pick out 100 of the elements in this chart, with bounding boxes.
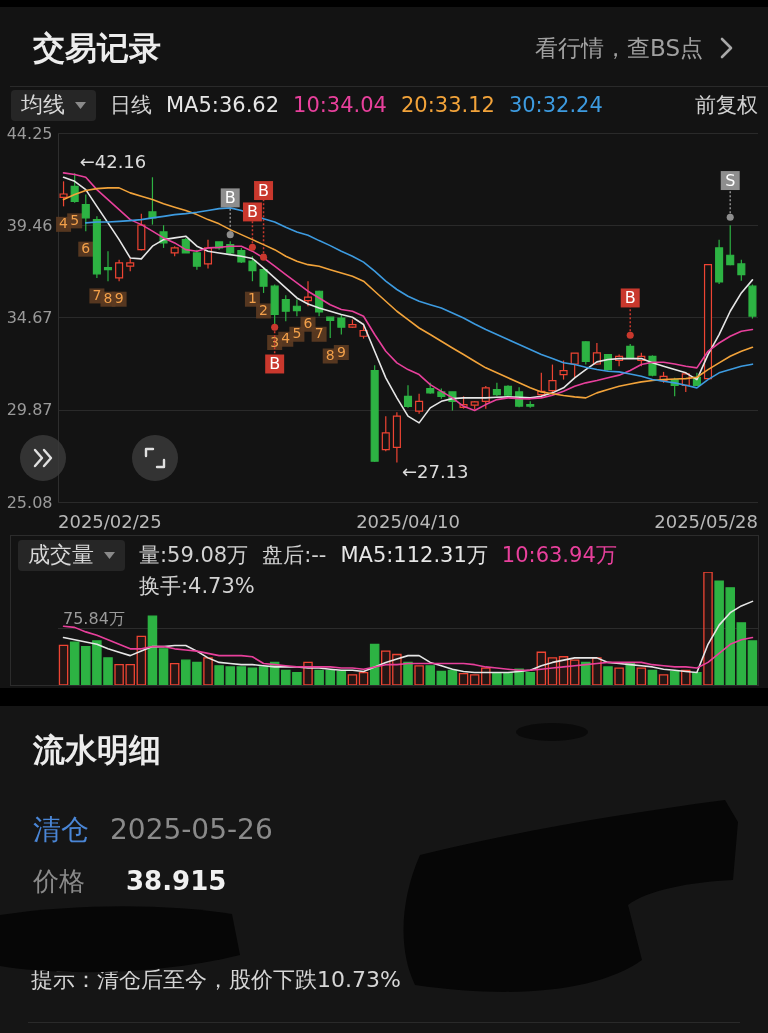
- y-tick-label: 39.46: [6, 215, 53, 235]
- annotation: 1: [247, 290, 257, 307]
- bar: [336, 670, 347, 685]
- chart-title: 交易记录: [33, 28, 161, 68]
- bar: [114, 664, 124, 685]
- text: 2025-05-26: [110, 812, 273, 848]
- text: 2025/04/10: [356, 510, 460, 534]
- bar: [58, 644, 69, 685]
- point: [226, 231, 234, 239]
- annotation: 5: [292, 325, 302, 342]
- bar: [736, 622, 747, 685]
- bar: [747, 640, 758, 685]
- point: [626, 331, 634, 339]
- bar: [636, 667, 647, 685]
- data-label: B: [624, 287, 636, 307]
- bar: [447, 669, 458, 685]
- annotation: 7: [92, 286, 102, 303]
- candlestick: [548, 363, 557, 394]
- candlestick: [559, 359, 568, 381]
- ref-line-label: 75.84万: [63, 608, 125, 628]
- text: 38.915: [126, 865, 227, 898]
- point: [271, 323, 279, 331]
- bar: [258, 666, 269, 685]
- annotation: 5: [70, 211, 80, 228]
- bar: [481, 667, 491, 685]
- candlestick: [281, 294, 290, 322]
- bar: [692, 671, 702, 685]
- annotation: 8: [103, 290, 113, 307]
- bar: [436, 670, 447, 685]
- y-tick-label: 29.87: [6, 400, 53, 420]
- bar: [392, 653, 402, 685]
- y-tick-label: 34.67: [6, 307, 53, 327]
- annotation: 2: [259, 301, 269, 318]
- bar: [236, 666, 247, 685]
- text: 20:33.12: [400, 93, 495, 117]
- candlestick: [326, 316, 335, 339]
- candlestick: [115, 259, 124, 282]
- candlestick: [737, 259, 746, 282]
- bar: [458, 673, 469, 685]
- annotation: 6: [303, 315, 313, 332]
- text: 流水明细: [33, 730, 161, 770]
- text: MA5:112.31万: [340, 542, 488, 569]
- annotation: 9: [114, 290, 124, 307]
- candlestick: [248, 255, 257, 282]
- text: 2025/05/28: [654, 510, 758, 534]
- bar: [647, 669, 658, 685]
- bar: [358, 671, 369, 685]
- bar: [247, 667, 258, 685]
- annotation: ←42.16: [79, 151, 147, 173]
- y-tick-label: 25.08: [6, 492, 53, 512]
- text: 盘后:--: [262, 542, 327, 569]
- text: 2025/02/25: [58, 510, 162, 534]
- bar: [603, 666, 613, 685]
- bar: [425, 665, 435, 685]
- bar: [125, 664, 135, 685]
- bar: [658, 674, 669, 685]
- text: 量:59.08万: [139, 542, 249, 569]
- candlestick: [103, 250, 113, 282]
- data-label: B: [246, 201, 258, 221]
- candlestick: [403, 384, 413, 409]
- data-label: B: [258, 180, 270, 200]
- dropdown-button: 均线: [11, 89, 96, 121]
- text: 前复权: [695, 92, 758, 119]
- bar: [347, 674, 358, 685]
- bar: [669, 670, 680, 685]
- bar: [69, 641, 80, 685]
- candlestick: [59, 180, 68, 207]
- bar: [614, 667, 624, 685]
- text: MA5:36.62: [166, 93, 280, 117]
- chart-subtitle: 看行情，查BS点: [535, 34, 703, 63]
- bar: [403, 661, 413, 685]
- point: [248, 243, 256, 251]
- data-label: B: [269, 353, 281, 373]
- bar: [592, 657, 602, 685]
- candlestick: [581, 340, 590, 366]
- annotation: 4: [59, 215, 69, 232]
- point: [260, 253, 268, 261]
- data-label: B: [224, 187, 236, 207]
- text: 清仓: [33, 812, 89, 848]
- candlestick: [81, 194, 90, 232]
- bar: [469, 674, 480, 685]
- candlestick: [148, 176, 157, 226]
- text: 日线: [110, 92, 152, 119]
- candlestick: [381, 415, 390, 452]
- candlestick: [259, 267, 268, 294]
- bar: [147, 615, 158, 685]
- candlestick: [415, 393, 424, 415]
- annotation: 6: [81, 240, 91, 257]
- text: 30:32.24: [508, 93, 603, 117]
- bar: [569, 659, 580, 685]
- annotation: 9: [336, 343, 346, 360]
- annotation: ←27.13: [401, 460, 469, 482]
- bar: [158, 648, 169, 685]
- text: 价格: [33, 865, 85, 898]
- bar: [414, 665, 424, 685]
- bar: [381, 650, 391, 685]
- candlestick: [337, 313, 346, 336]
- text: 10:63.94万: [501, 542, 617, 569]
- text: 10:34.04: [293, 93, 387, 117]
- candlestick: [570, 352, 579, 379]
